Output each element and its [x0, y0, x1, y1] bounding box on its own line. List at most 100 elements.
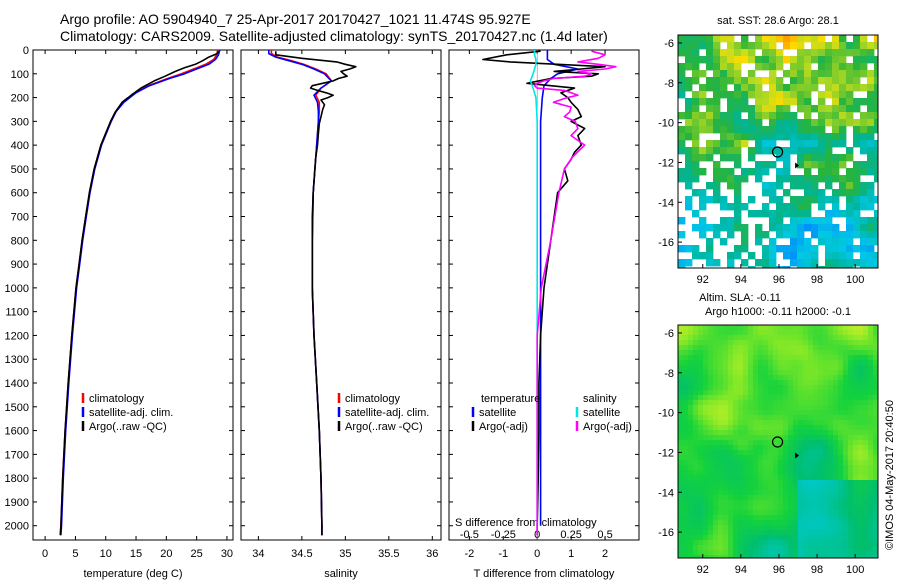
map-cell: [748, 119, 756, 127]
map-cell: [693, 410, 699, 416]
map-cell: [825, 224, 833, 232]
map-cell: [720, 77, 728, 85]
map-cell: [733, 440, 739, 446]
map-cell: [860, 182, 868, 190]
map-cell: [783, 460, 789, 466]
map-cell: [858, 380, 864, 386]
map-cell: [768, 375, 774, 381]
map-cell: [863, 475, 869, 481]
map-cell: [755, 105, 763, 113]
map-cell: [853, 217, 861, 225]
map-cell: [863, 500, 869, 506]
map-cell: [698, 535, 704, 541]
map-cell: [873, 520, 878, 526]
x-tick-label-temperature: 2: [602, 548, 608, 560]
map-cell: [678, 485, 684, 491]
map-cell: [808, 415, 814, 421]
map-cell: [858, 400, 864, 406]
map-cell: [828, 470, 834, 476]
map-cell: [713, 168, 721, 176]
map-cell: [848, 470, 854, 476]
map-cell: [803, 350, 809, 356]
map-cell: [776, 182, 784, 190]
map-cell: [868, 425, 874, 431]
map-cell: [843, 555, 849, 558]
map-cell: [825, 63, 833, 71]
map-cell: [863, 525, 869, 531]
map-cell: [778, 380, 784, 386]
map-cell: [860, 140, 868, 148]
map-cell: [811, 154, 819, 162]
map-cell: [768, 400, 774, 406]
map-cell: [853, 56, 861, 64]
map-cell: [758, 530, 764, 536]
map-cell: [783, 535, 789, 541]
map-cell: [683, 445, 689, 451]
map-cell: [832, 196, 840, 204]
map-cell: [804, 63, 812, 71]
y-tick-label: 900: [11, 259, 29, 271]
map-cell: [718, 435, 724, 441]
map-cell: [818, 154, 826, 162]
map-cell: [728, 455, 734, 461]
map-cell: [683, 425, 689, 431]
map-cell: [713, 460, 719, 466]
map-cell: [863, 555, 869, 558]
map-cell: [818, 525, 824, 531]
map-cell: [758, 450, 764, 456]
map-cell: [773, 365, 779, 371]
map-cell: [848, 525, 854, 531]
map-cell: [693, 540, 699, 546]
map-cell: [798, 545, 804, 551]
map-cell: [846, 105, 854, 113]
map-cell: [839, 189, 847, 197]
map-cell: [688, 470, 694, 476]
map-cell: [693, 425, 699, 431]
map-cell: [699, 154, 707, 162]
map-cell: [698, 465, 704, 471]
map-cell: [803, 495, 809, 501]
map-cell: [874, 210, 878, 218]
map-cell: [713, 405, 719, 411]
map-cell: [848, 475, 854, 481]
map-cell: [843, 450, 849, 456]
map-cell: [738, 370, 744, 376]
map-cell: [823, 435, 829, 441]
map-cell: [798, 475, 804, 481]
map-cell: [832, 161, 840, 169]
map-cell: [748, 535, 754, 541]
map-cell: [758, 445, 764, 451]
map-cell: [873, 325, 878, 331]
map-cell: [706, 245, 714, 253]
map-cell: [778, 510, 784, 516]
map-cell: [718, 400, 724, 406]
map-cell: [693, 465, 699, 471]
map-cell: [703, 335, 709, 341]
map-cell: [868, 530, 874, 536]
map-cell: [755, 126, 763, 134]
map-cell: [813, 495, 819, 501]
map-cell: [699, 84, 707, 92]
map-cell: [723, 335, 729, 341]
map-cell: [693, 400, 699, 406]
map-cell: [738, 395, 744, 401]
map-cell: [743, 330, 749, 336]
map-cell: [804, 98, 812, 106]
map-cell: [743, 415, 749, 421]
map-cell: [863, 390, 869, 396]
map-cell: [723, 460, 729, 466]
map-cell: [838, 425, 844, 431]
map-cell: [723, 385, 729, 391]
map-cell: [860, 196, 868, 204]
y-tick-label: 2000: [5, 521, 29, 533]
map-cell: [798, 395, 804, 401]
map-cell: [678, 425, 684, 431]
map-cell: [728, 385, 734, 391]
map-cell: [769, 112, 777, 120]
map-cell: [699, 231, 707, 239]
map-cell: [860, 84, 868, 92]
map-cell: [813, 450, 819, 456]
map-cell: [783, 175, 791, 183]
map-cell: [727, 42, 735, 50]
map-cell: [778, 425, 784, 431]
